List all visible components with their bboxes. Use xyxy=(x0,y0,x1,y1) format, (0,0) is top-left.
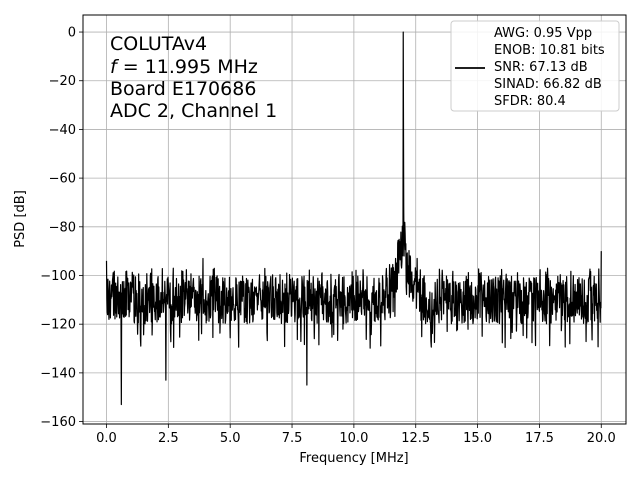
x-axis-label: Frequency [MHz] xyxy=(299,451,408,466)
y-tick-label: −120 xyxy=(40,318,76,333)
annotation-line-4: ADC 2, Channel 1 xyxy=(110,100,277,122)
y-tick-label: −20 xyxy=(49,74,76,89)
y-tick-label: 0 xyxy=(68,26,76,41)
axis-ticks: 0.0 2.5 5.0 7.5 10.0 12.5 15.0 17.5 20.0 0 −20 −40 −… xyxy=(40,26,615,446)
annotation-frequency-value: = 11.995 MHz xyxy=(117,56,258,78)
x-tick-label: 10.0 xyxy=(339,431,368,446)
legend-entry-snr: SNR: 67.13 dB xyxy=(494,60,588,75)
y-tick-label: −40 xyxy=(49,123,76,138)
psd-series-line xyxy=(105,31,602,406)
annotation-box: COLUTAv4 f = 11.995 MHz Board E170686 AD… xyxy=(110,33,277,122)
x-tick-label: 17.5 xyxy=(525,431,554,446)
x-tick-label: 2.5 xyxy=(158,431,179,446)
legend-entry-awg: AWG: 0.95 Vpp xyxy=(494,26,592,41)
x-tick-label: 15.0 xyxy=(463,431,492,446)
y-axis-label: PSD [dB] xyxy=(13,190,28,248)
y-tick-label: −140 xyxy=(40,366,76,381)
legend-entry-enob: ENOB: 10.81 bits xyxy=(494,43,605,58)
plot-area xyxy=(105,31,602,406)
y-tick-label: −80 xyxy=(49,220,76,235)
plot-frame xyxy=(82,14,627,425)
annotation-frequency-symbol: f xyxy=(110,56,120,78)
legend-frame xyxy=(450,20,620,112)
legend-entry-sinad: SINAD: 66.82 dB xyxy=(494,77,602,92)
legend: AWG: 0.95 Vpp ENOB: 10.81 bits SNR: 67.1… xyxy=(450,20,620,112)
x-tick-label: 20.0 xyxy=(587,431,616,446)
y-tick-label: −100 xyxy=(40,269,76,284)
annotation-line-1: COLUTAv4 xyxy=(110,33,207,55)
y-tick-label: −160 xyxy=(40,415,76,430)
x-tick-label: 12.5 xyxy=(401,431,430,446)
annotation-line-3: Board E170686 xyxy=(110,78,256,100)
x-tick-label: 5.0 xyxy=(220,431,241,446)
x-tick-label: 7.5 xyxy=(282,431,303,446)
annotation-line-2: f = 11.995 MHz xyxy=(110,56,258,78)
y-tick-label: −60 xyxy=(49,172,76,187)
legend-entry-sfdr: SFDR: 80.4 xyxy=(494,94,566,109)
x-tick-label: 0.0 xyxy=(96,431,117,446)
